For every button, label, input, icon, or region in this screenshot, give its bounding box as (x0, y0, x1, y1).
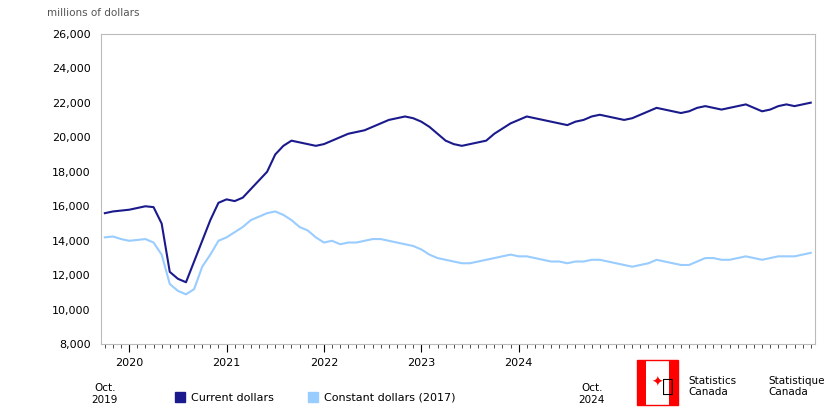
Text: ✦: ✦ (652, 375, 663, 389)
Bar (637, 360, 646, 405)
Text: Statistique
Canada: Statistique Canada (769, 375, 825, 397)
Text: 🍁: 🍁 (662, 377, 674, 396)
FancyBboxPatch shape (637, 360, 678, 405)
Text: millions of dollars: millions of dollars (47, 8, 139, 18)
Legend: Current dollars, Constant dollars (2017): Current dollars, Constant dollars (2017) (170, 388, 460, 407)
Text: Oct.
2019: Oct. 2019 (92, 383, 118, 405)
Bar (669, 360, 678, 405)
Text: Oct.
2024: Oct. 2024 (579, 383, 605, 405)
Text: Statistics
Canada: Statistics Canada (689, 375, 737, 397)
